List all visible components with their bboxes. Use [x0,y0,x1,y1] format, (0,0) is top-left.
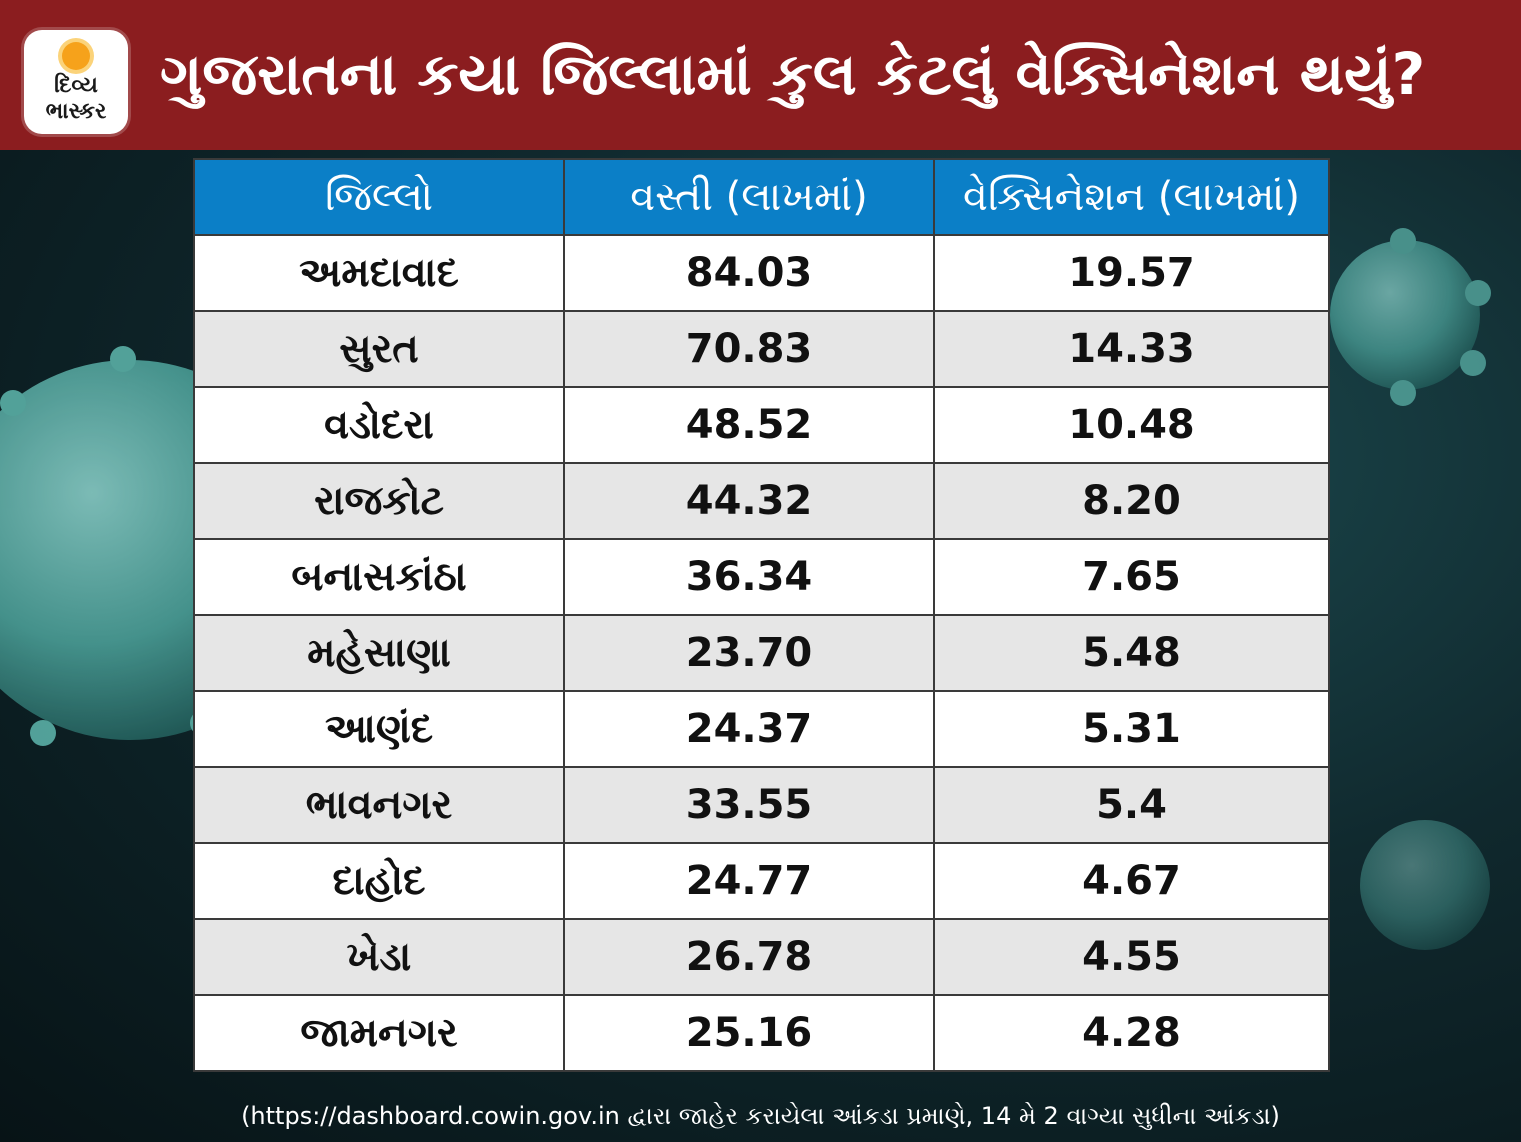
table-row: દાહોદ 24.77 4.67 [193,842,1330,920]
table-row: મહેસાણા 23.70 5.48 [193,614,1330,692]
vaccination-cell: 5.48 [933,614,1330,692]
source-footnote: (https://dashboard.cowin.gov.in દ્વારા જ… [241,1102,1280,1130]
vaccination-cell: 8.20 [933,462,1330,540]
column-header-district: જિલ્લો [193,158,565,236]
table-row: ભાવનગર 33.55 5.4 [193,766,1330,844]
vaccination-cell: 19.57 [933,234,1330,312]
table-header-row: જિલ્લો વસ્તી (લાખમાં) વેક્સિનેશન (લાખમાં… [193,158,1330,236]
vaccination-cell: 5.31 [933,690,1330,768]
logo-text-line1: દિવ્ય [54,73,98,98]
district-cell: સુરત [193,310,565,388]
vaccination-cell: 5.4 [933,766,1330,844]
population-cell: 23.70 [563,614,935,692]
district-cell: અમદાવાદ [193,234,565,312]
column-header-population: વસ્તી (લાખમાં) [563,158,935,236]
vaccination-table: જિલ્લો વસ્તી (લાખમાં) વેક્સિનેશન (લાખમાં… [193,158,1330,1072]
virus-illustration-right [1330,228,1491,406]
logo-text-line2: ભાસ્કર [45,99,107,124]
table-row: ખેડા 26.78 4.55 [193,918,1330,996]
table-row: અમદાવાદ 84.03 19.57 [193,234,1330,312]
column-header-vaccination: વેક્સિનેશન (લાખમાં) [933,158,1330,236]
table-row: સુરત 70.83 14.33 [193,310,1330,388]
district-cell: ખેડા [193,918,565,996]
divya-bhaskar-logo: દિવ્ય ભાસ્કર [24,30,128,134]
table-row: વડોદરા 48.52 10.48 [193,386,1330,464]
vaccination-cell: 4.28 [933,994,1330,1072]
district-cell: જામનગર [193,994,565,1072]
district-cell: આણંદ [193,690,565,768]
population-cell: 25.16 [563,994,935,1072]
population-cell: 24.77 [563,842,935,920]
vaccination-cell: 14.33 [933,310,1330,388]
population-cell: 33.55 [563,766,935,844]
district-cell: ભાવનગર [193,766,565,844]
population-cell: 24.37 [563,690,935,768]
population-cell: 26.78 [563,918,935,996]
population-cell: 36.34 [563,538,935,616]
table-row: જામનગર 25.16 4.28 [193,994,1330,1072]
population-cell: 48.52 [563,386,935,464]
district-cell: વડોદરા [193,386,565,464]
district-cell: બનાસકાંઠા [193,538,565,616]
table-row: આણંદ 24.37 5.31 [193,690,1330,768]
district-cell: દાહોદ [193,842,565,920]
district-cell: રાજકોટ [193,462,565,540]
population-cell: 44.32 [563,462,935,540]
table-row: બનાસકાંઠા 36.34 7.65 [193,538,1330,616]
vaccination-cell: 4.67 [933,842,1330,920]
population-cell: 84.03 [563,234,935,312]
vaccination-cell: 10.48 [933,386,1330,464]
virus-illustration-bottom-right [1360,820,1490,950]
vaccination-cell: 4.55 [933,918,1330,996]
page-title: ગુજરાતના કયા જિલ્લામાં કુલ કેટલું વેક્સિ… [160,40,1426,108]
vaccination-cell: 7.65 [933,538,1330,616]
header-banner: દિવ્ય ભાસ્કર ગુજરાતના કયા જિલ્લામાં કુલ … [0,0,1521,150]
sun-icon [62,42,90,70]
district-cell: મહેસાણા [193,614,565,692]
population-cell: 70.83 [563,310,935,388]
table-row: રાજકોટ 44.32 8.20 [193,462,1330,540]
